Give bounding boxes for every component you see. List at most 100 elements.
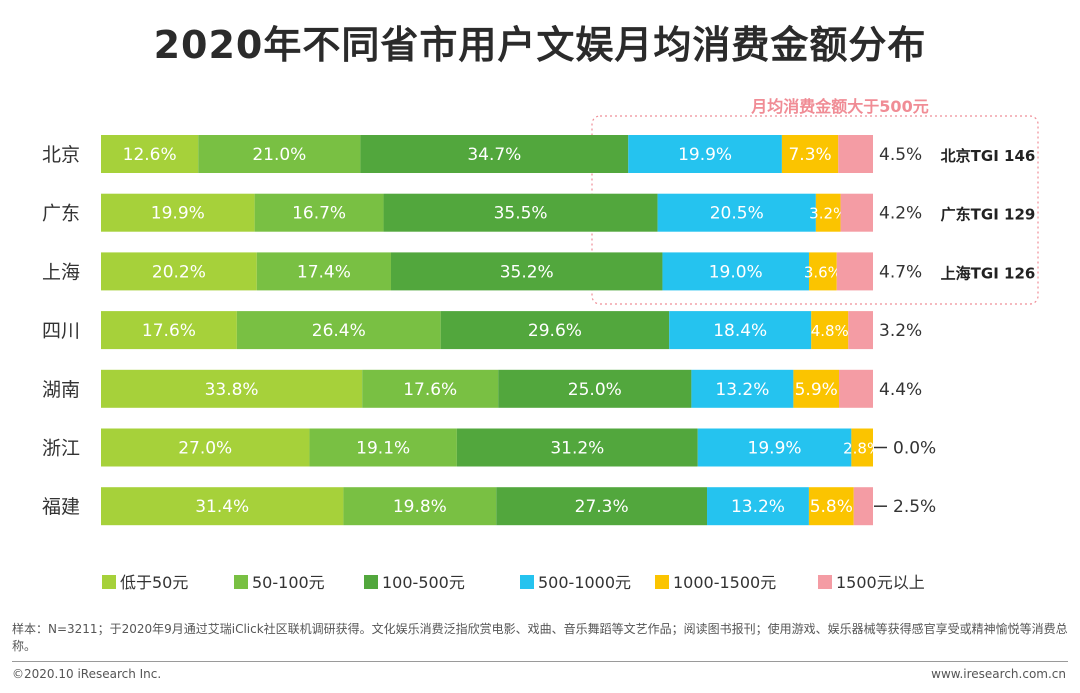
data-label: 17.4%	[297, 262, 351, 282]
data-label: 27.3%	[575, 497, 629, 517]
data-label: 0.0%	[893, 439, 936, 459]
bar-segment	[691, 369, 794, 408]
data-label: 19.0%	[709, 262, 763, 282]
bar-segment	[707, 487, 809, 526]
data-label: 19.9%	[678, 145, 732, 165]
bar-segment	[848, 311, 873, 350]
bar-segment	[662, 252, 809, 291]
category-label: 四川	[42, 320, 80, 342]
bar-segment	[101, 311, 237, 350]
tgi-label: 广东TGI 129	[941, 206, 1036, 224]
category-label: 福建	[42, 496, 80, 518]
data-label: 4.4%	[879, 380, 922, 400]
data-label: 34.7%	[467, 145, 521, 165]
legend-label: 500-1000元	[538, 573, 631, 592]
data-label: 17.6%	[403, 380, 457, 400]
data-label: 33.8%	[205, 380, 259, 400]
legend-label: 低于50元	[120, 573, 188, 592]
bar-segment	[498, 369, 692, 408]
data-label: 17.6%	[142, 321, 196, 341]
bar-segment	[383, 193, 658, 232]
tgi-label: 上海TGI 126	[941, 264, 1036, 282]
category-label: 广东	[42, 203, 80, 225]
legend-swatch	[102, 575, 116, 589]
bar-segment	[838, 369, 873, 408]
bar-segment	[101, 252, 257, 291]
copyright-text: ©2020.10 iResearch Inc.	[12, 667, 162, 681]
category-label: 北京	[42, 144, 80, 166]
legend-label: 1000-1500元	[673, 573, 776, 592]
bar-segment	[496, 487, 708, 526]
data-label: 35.2%	[500, 262, 554, 282]
data-label: 31.4%	[195, 497, 249, 517]
data-label: 19.8%	[393, 497, 447, 517]
bar-segment	[101, 369, 363, 408]
data-label: 27.0%	[178, 439, 232, 459]
bar-segment	[669, 311, 812, 350]
bar-segment	[853, 487, 873, 526]
data-label: 25.0%	[568, 380, 622, 400]
highlight-label: 月均消费金额大于500元	[750, 97, 928, 116]
bar-segment	[836, 252, 873, 291]
footer-divider	[12, 661, 1068, 662]
bar-segment	[808, 487, 854, 526]
data-label: 4.2%	[879, 204, 922, 224]
data-label: 29.6%	[528, 321, 582, 341]
data-label: 3.6%	[804, 263, 842, 281]
bar-segment	[360, 135, 629, 173]
data-label: 5.8%	[810, 497, 853, 517]
legend-swatch	[655, 575, 669, 589]
bar-segment	[101, 193, 255, 232]
data-label: 12.6%	[123, 145, 177, 165]
bar-segment	[236, 311, 441, 350]
bar-segment	[390, 252, 663, 291]
bar-segment	[101, 428, 310, 467]
website-link[interactable]: www.iresearch.com.cn	[931, 667, 1066, 681]
bar-segment	[793, 369, 839, 408]
bar-segment	[456, 428, 698, 467]
data-label: 20.5%	[710, 204, 764, 224]
legend-swatch	[364, 575, 378, 589]
category-label: 浙江	[42, 438, 80, 460]
sample-footnote: 样本：N=3211；于2020年9月通过艾瑞iClick社区联机调研获得。文化娱…	[12, 622, 1068, 653]
tgi-label: 北京TGI 146	[941, 147, 1036, 165]
data-label: 31.2%	[550, 439, 604, 459]
legend-label: 100-500元	[382, 573, 465, 592]
bar-segment	[101, 487, 344, 526]
data-label: 4.8%	[811, 322, 849, 340]
bar-segment	[808, 252, 837, 291]
bar-segment	[811, 311, 849, 350]
data-label: 26.4%	[312, 321, 366, 341]
data-label: 18.4%	[713, 321, 767, 341]
bar-segment	[851, 428, 873, 467]
legend-label: 1500元以上	[836, 573, 925, 592]
chart-title: 2020年不同省市用户文娱月均消费金额分布	[153, 23, 927, 67]
bar-segment	[256, 252, 391, 291]
legend-swatch	[818, 575, 832, 589]
data-label: 7.3%	[788, 145, 831, 165]
data-label: 19.9%	[151, 204, 205, 224]
bar-segment	[362, 369, 499, 408]
bar-segment	[657, 193, 816, 232]
legend-label: 50-100元	[252, 573, 325, 592]
data-label: 3.2%	[809, 205, 847, 223]
category-label: 上海	[42, 261, 80, 283]
data-label: 16.7%	[292, 204, 346, 224]
data-label: 4.5%	[879, 145, 922, 165]
data-label: 2.8%	[843, 440, 881, 458]
bar-segment	[781, 135, 839, 173]
bar-segment	[309, 428, 457, 467]
data-label: 2.5%	[893, 497, 936, 517]
data-label: 5.9%	[795, 380, 838, 400]
bar-segment	[628, 135, 782, 173]
bar-segment	[840, 193, 873, 232]
legend-swatch	[234, 575, 248, 589]
bar-segment	[254, 193, 384, 232]
data-label: 4.7%	[879, 262, 922, 282]
data-label: 19.9%	[748, 439, 802, 459]
data-label: 3.2%	[879, 321, 922, 341]
bar-segment	[815, 193, 841, 232]
data-label: 21.0%	[252, 145, 306, 165]
data-label: 19.1%	[356, 439, 410, 459]
